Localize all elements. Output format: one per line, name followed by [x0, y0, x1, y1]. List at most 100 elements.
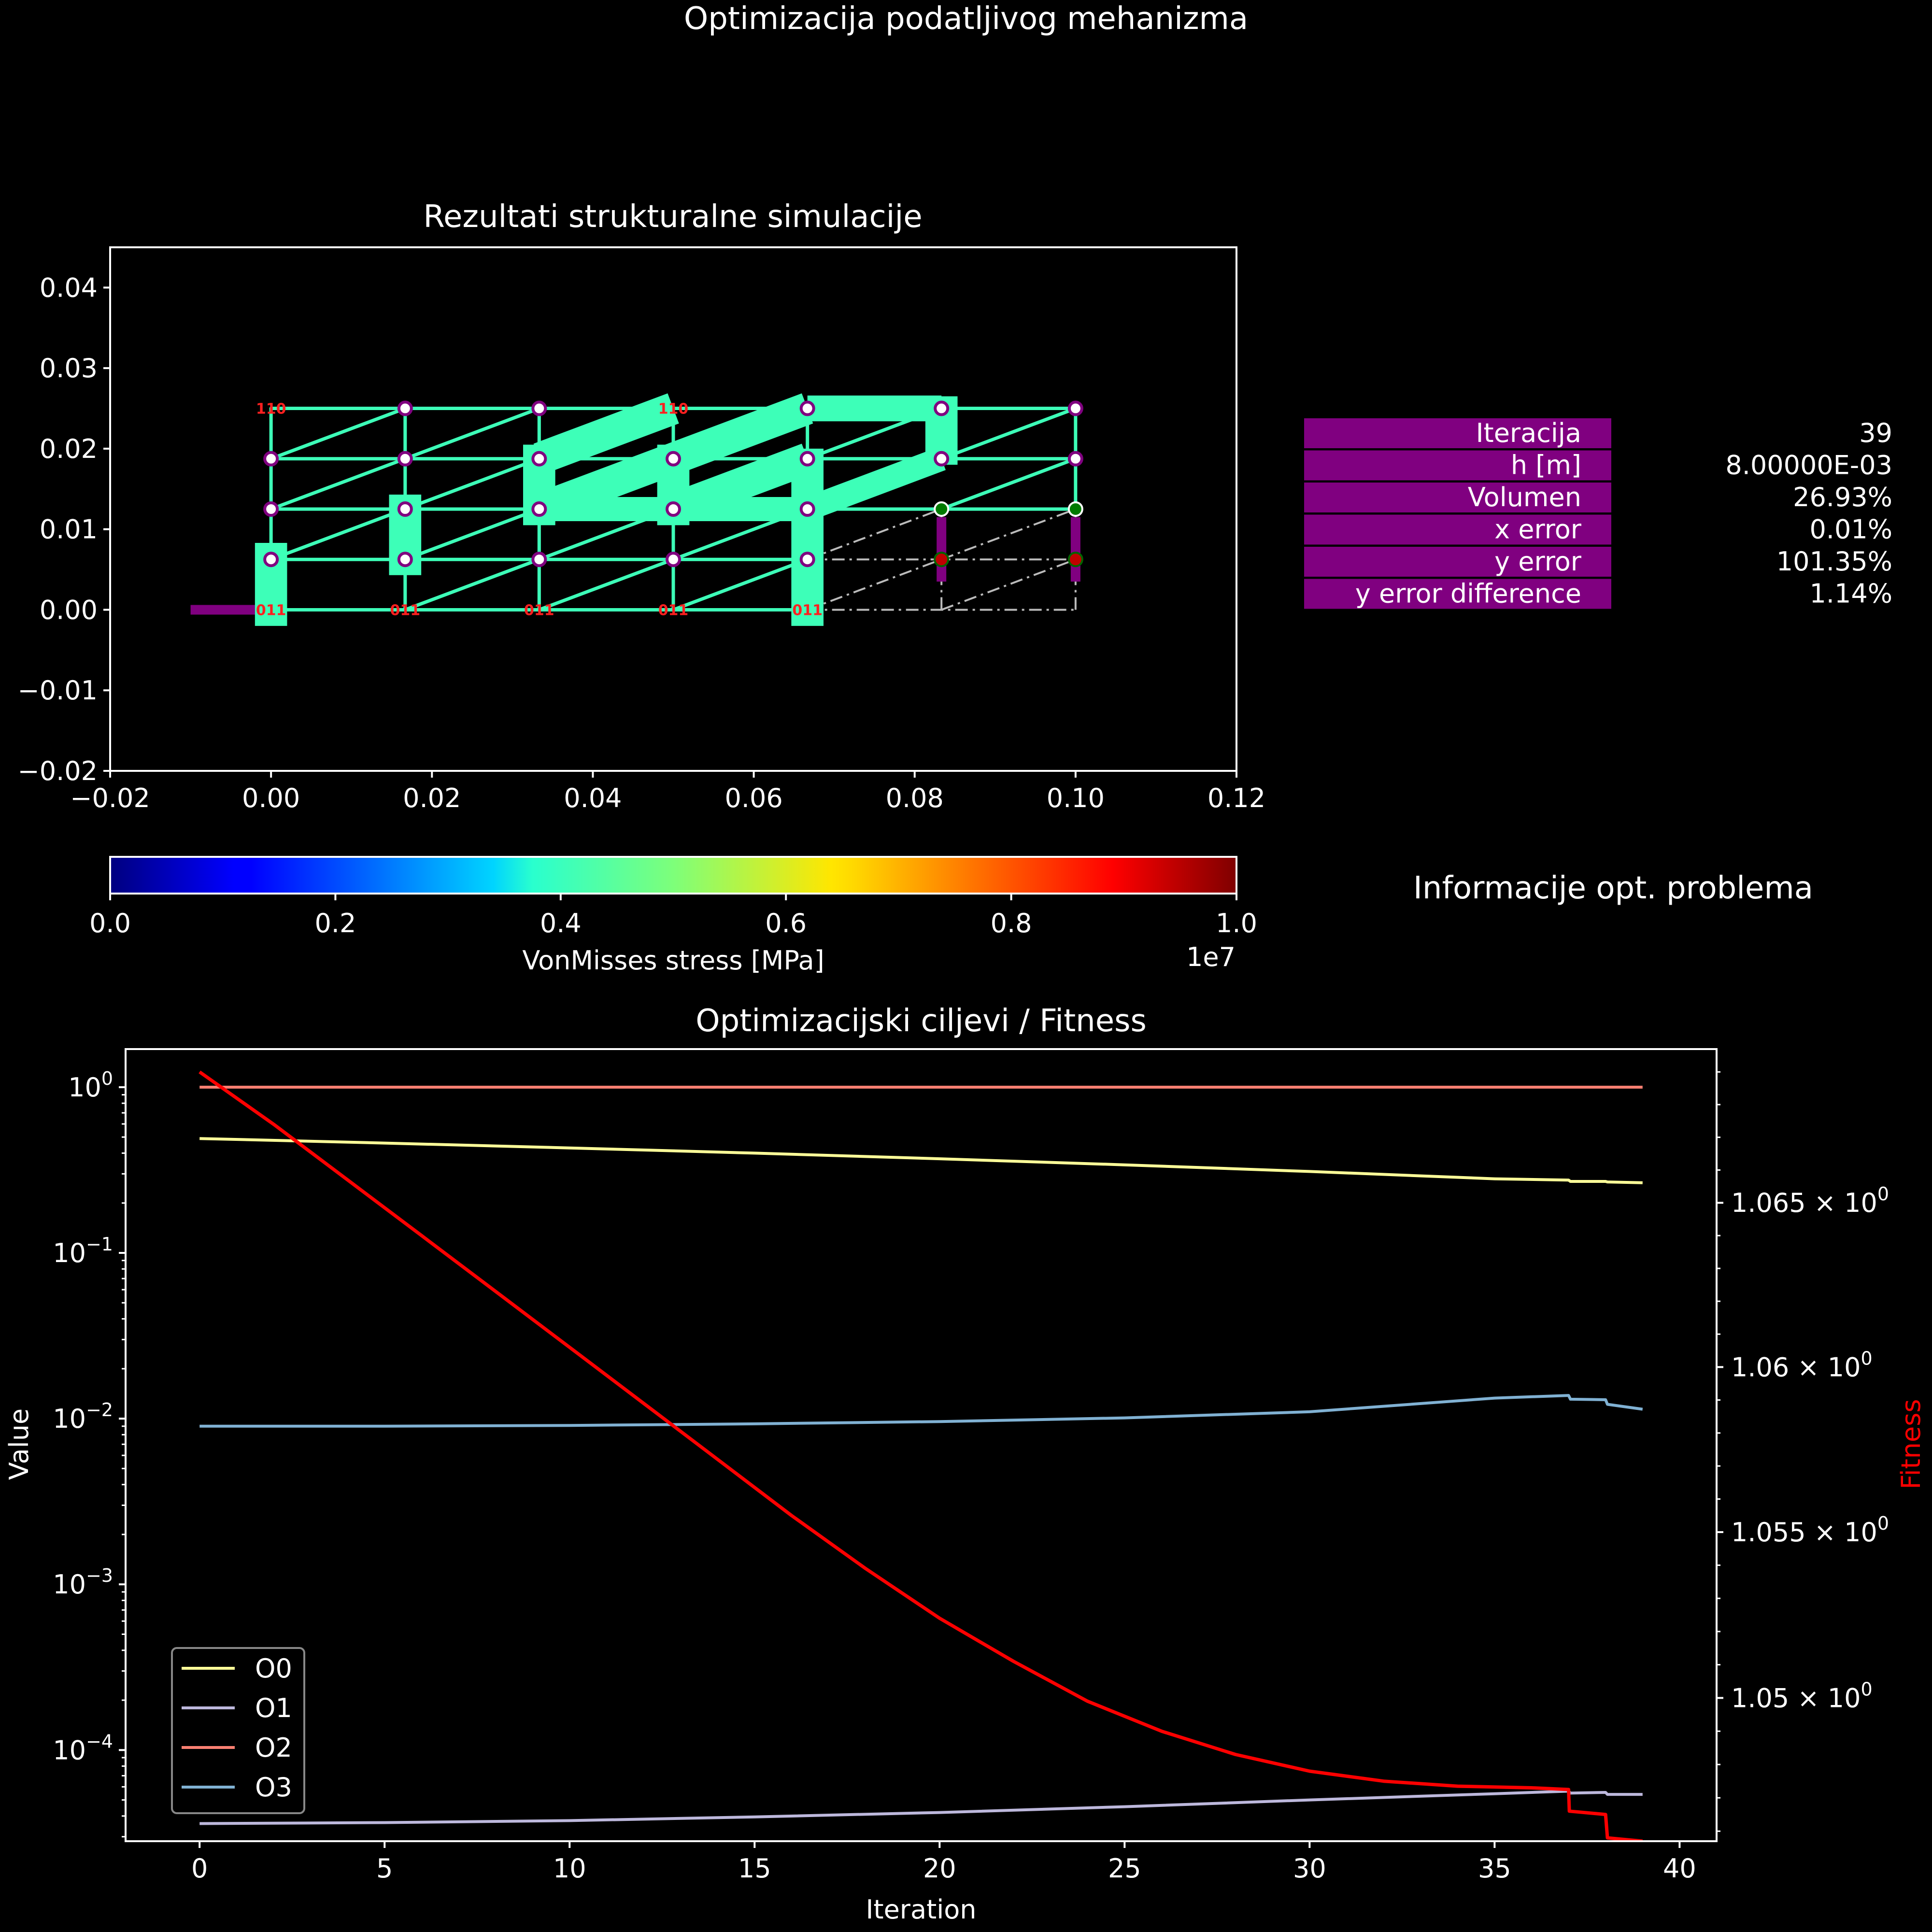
x-tick-label: 35 — [1478, 1853, 1511, 1884]
ghost-member — [807, 558, 942, 611]
structure-node — [666, 552, 681, 568]
info-label-cell — [1304, 483, 1611, 512]
figure-title: Optimizacija podatljivog mehanizma — [684, 1, 1248, 37]
y-tick-label: 10−3 — [53, 1565, 113, 1600]
structure-title: Rezultati strukturalne simulacije — [423, 199, 922, 235]
x-tick-label: 0.06 — [724, 783, 782, 813]
structure-node — [397, 501, 413, 517]
objectives-plot-frame — [125, 1048, 1718, 1842]
fitness-series-line — [199, 1070, 1643, 1841]
beam-member — [269, 507, 407, 561]
legend-label: O1 — [255, 1693, 292, 1723]
fixed-node — [1067, 501, 1083, 517]
info-label-cell — [1304, 514, 1611, 545]
node-label: 011 — [658, 602, 689, 619]
info-label-cell — [1304, 450, 1611, 481]
ghost-member — [807, 508, 942, 561]
structure-node — [799, 400, 815, 416]
y-tick-label: −0.02 — [18, 756, 98, 786]
beam-member — [537, 557, 675, 611]
beam-member — [403, 507, 541, 561]
objectives-xlabel: Iteration — [866, 1894, 976, 1925]
x-tick-label: 0.08 — [886, 783, 944, 813]
series-line-o0 — [199, 1137, 1643, 1184]
structure-node — [263, 501, 279, 517]
structure-node — [397, 400, 413, 416]
y-tick-label: 0.02 — [40, 434, 98, 464]
structure-node — [531, 501, 547, 517]
y2-tick-label: 1.065 × 100 — [1731, 1183, 1889, 1218]
y2-tick-label: 1.05 × 100 — [1731, 1678, 1873, 1713]
info-panel: Iteracija 39 h [m] 8.00000E-03 Volumen 26.93%… — [1304, 418, 1892, 906]
info-panel-title: Informacije opt. problema — [1413, 870, 1813, 906]
beam-member — [671, 557, 810, 611]
y-tick-label: 0.01 — [40, 514, 98, 545]
info-label: Volumen — [1468, 482, 1581, 512]
target-node — [1067, 552, 1083, 568]
y-tick-label: 10−2 — [53, 1399, 113, 1434]
colorbar-tick-label: 0.0 — [89, 908, 131, 938]
structure-node — [934, 451, 950, 467]
structure-node — [1067, 400, 1083, 416]
info-label: h [m] — [1511, 450, 1581, 481]
y-tick-label: 10−1 — [53, 1234, 113, 1268]
y-tick-label: 0.04 — [40, 272, 98, 303]
objectives-title: Optimizacijski ciljevi / Fitness — [696, 1003, 1147, 1039]
info-label: y error difference — [1355, 579, 1581, 609]
series-line-o1 — [199, 1790, 1643, 1825]
x-tick-label: 20 — [923, 1853, 956, 1884]
fixed-node — [934, 501, 950, 517]
y-tick-label: 0.00 — [40, 595, 98, 625]
x-tick-label: 0.10 — [1047, 783, 1105, 813]
info-value: 8.00000E-03 — [1725, 450, 1892, 481]
node-label: 110 — [256, 401, 286, 418]
thick-beam-member — [533, 393, 679, 474]
node-label: 011 — [390, 602, 421, 619]
colorbar: 0.0 0.2 0.4 0.6 0.8 1.0 VonMisses stress [MPa… — [89, 856, 1257, 976]
legend: O0 O1 O2 O3 — [171, 1647, 305, 1814]
structure-node — [666, 451, 681, 467]
node-label: 011 — [792, 602, 823, 619]
y-tick-label: 10−4 — [53, 1731, 113, 1765]
ghost-member — [941, 508, 1076, 561]
colorbar-multiplier: 1e7 — [1186, 942, 1236, 972]
beam-member — [939, 407, 1078, 461]
target-node — [934, 552, 950, 568]
objectives-y2label: Fitness — [1896, 1399, 1926, 1489]
x-tick-label: 0.00 — [242, 783, 300, 813]
x-tick-label: 25 — [1108, 1853, 1141, 1884]
beam-member — [403, 457, 541, 511]
legend-label: O3 — [255, 1772, 292, 1803]
colorbar-tick-label: 1.0 — [1216, 908, 1257, 938]
objectives-chart: Optimizacijski ciljevi / Fitness 0 5 10 15 2… — [4, 1003, 1926, 1925]
info-label-cell — [1304, 547, 1611, 577]
beam-member — [269, 407, 407, 461]
legend-label: O2 — [255, 1733, 292, 1763]
ghost-member — [941, 558, 1076, 611]
structure-node — [397, 552, 413, 568]
colorbar-tick-label: 0.4 — [540, 908, 582, 938]
beam-member — [403, 407, 541, 461]
series-line-o3 — [199, 1394, 1643, 1428]
colorbar-label: VonMisses stress [MPa] — [522, 945, 824, 976]
node-label: 011 — [524, 602, 554, 619]
info-label-cell — [1304, 579, 1611, 609]
structure-node — [934, 400, 950, 416]
x-tick-label: 10 — [553, 1853, 586, 1884]
x-tick-label: −0.02 — [70, 783, 150, 813]
y2-tick-label: 1.06 × 100 — [1731, 1348, 1873, 1382]
x-tick-label: 15 — [738, 1853, 771, 1884]
objectives-ylabel: Value — [4, 1408, 34, 1480]
x-tick-label: 30 — [1293, 1853, 1326, 1884]
x-tick-label: 0.02 — [403, 783, 461, 813]
info-value: 39 — [1859, 418, 1892, 448]
node-label: 011 — [256, 602, 286, 619]
info-value: 0.01% — [1809, 514, 1892, 545]
node-label: 110 — [658, 401, 689, 418]
x-tick-label: 0.12 — [1208, 783, 1265, 813]
colorbar-tick-label: 0.2 — [314, 908, 356, 938]
info-label-cell — [1304, 418, 1611, 448]
structure-node — [799, 451, 815, 467]
structure-node — [799, 501, 815, 517]
